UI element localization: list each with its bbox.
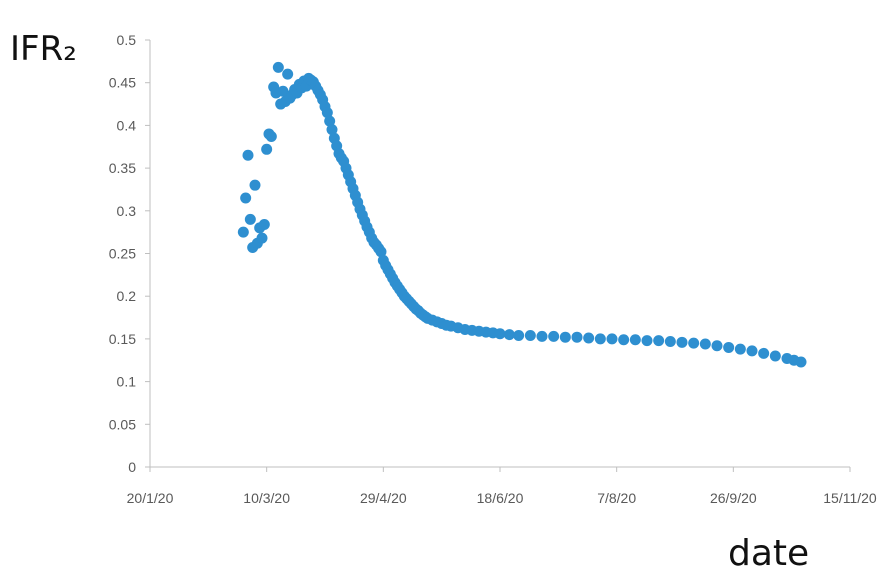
data-point xyxy=(711,340,723,352)
data-point xyxy=(629,334,641,346)
data-point xyxy=(583,332,595,344)
data-point xyxy=(326,124,338,136)
data-point xyxy=(375,246,387,258)
y-tick-label: 0.4 xyxy=(117,117,137,133)
data-point xyxy=(723,341,735,353)
data-point xyxy=(249,179,261,191)
data-point xyxy=(503,329,515,341)
data-point xyxy=(571,331,583,343)
data-point xyxy=(559,331,571,343)
y-tick-label: 0.15 xyxy=(109,331,136,347)
y-axis-ticks: 0 0.05 0.1 0.15 0.2 0.25 0.3 0.35 0.4 0.45 0.5 xyxy=(109,32,150,475)
y-axis-label: IFR₂ xyxy=(10,29,77,69)
data-point xyxy=(240,192,252,204)
y-tick-label: 0.05 xyxy=(109,416,136,432)
x-tick-label: 18/6/20 xyxy=(477,490,524,506)
data-point xyxy=(664,335,676,347)
data-point xyxy=(524,329,536,341)
data-point xyxy=(265,131,277,143)
data-point xyxy=(618,334,630,346)
data-point xyxy=(641,335,653,347)
y-tick-label: 0.25 xyxy=(109,246,136,262)
data-point xyxy=(513,329,525,341)
x-axis-ticks: 20/1/20 10/3/20 29/4/20 18/6/20 7/8/20 26/9/2… xyxy=(127,467,877,506)
y-tick-label: 0.1 xyxy=(117,374,137,390)
y-tick-label: 0 xyxy=(128,459,136,475)
data-point xyxy=(606,333,618,345)
x-axis-label: date xyxy=(728,533,809,574)
data-point xyxy=(282,68,294,80)
data-point xyxy=(256,232,268,244)
data-point xyxy=(324,115,336,127)
data-point xyxy=(321,107,333,119)
data-point xyxy=(594,333,606,345)
data-points xyxy=(237,61,807,368)
x-tick-label: 15/11/20 xyxy=(823,490,877,506)
data-point xyxy=(242,149,254,161)
data-point xyxy=(258,218,270,230)
y-tick-label: 0.45 xyxy=(109,75,136,91)
x-tick-label: 29/4/20 xyxy=(360,490,407,506)
data-point xyxy=(746,345,758,357)
data-point xyxy=(261,143,273,155)
data-point xyxy=(699,338,711,350)
y-tick-label: 0.5 xyxy=(117,32,137,48)
data-point xyxy=(758,347,770,359)
x-tick-label: 10/3/20 xyxy=(243,490,290,506)
y-tick-label: 0.3 xyxy=(117,203,137,219)
x-tick-label: 20/1/20 xyxy=(127,490,174,506)
data-point xyxy=(277,85,289,97)
data-point xyxy=(734,343,746,355)
y-tick-label: 0.2 xyxy=(117,288,137,304)
data-point xyxy=(237,226,249,238)
data-point xyxy=(653,335,665,347)
y-tick-label: 0.35 xyxy=(109,160,136,176)
data-point xyxy=(548,330,560,342)
data-point xyxy=(688,337,700,349)
data-point xyxy=(244,213,256,225)
data-point xyxy=(769,350,781,362)
x-tick-label: 7/8/20 xyxy=(597,490,636,506)
data-point xyxy=(272,61,284,73)
data-point xyxy=(536,330,548,342)
data-point xyxy=(795,356,807,368)
x-tick-label: 26/9/20 xyxy=(710,490,757,506)
data-point xyxy=(494,328,506,340)
data-point xyxy=(676,336,688,348)
